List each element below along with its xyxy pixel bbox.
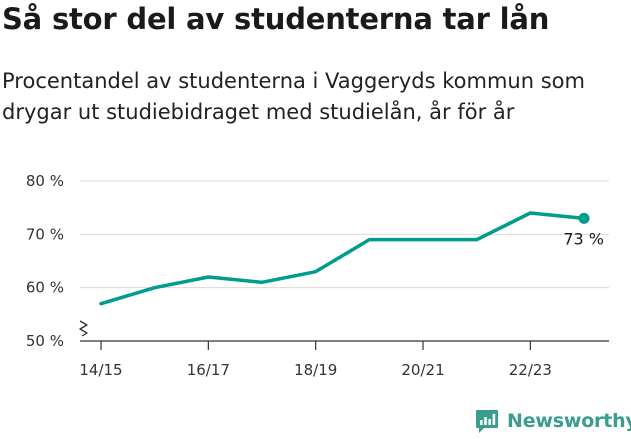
y-tick-label: 70 %	[26, 225, 64, 243]
y-tick-label: 50 %	[26, 332, 64, 350]
last-point-data-label: 73 %	[563, 229, 604, 248]
newsworthy-logo-icon	[476, 410, 498, 433]
series-line	[99, 211, 586, 306]
y-tick-label: 80 %	[26, 172, 64, 190]
y-gridlines	[80, 180, 609, 289]
y-tick-labels: 50 % 60 % 70 % 80 %	[26, 172, 64, 350]
axis-break-zigzag	[79, 320, 88, 337]
data-series	[99, 211, 590, 306]
chart-title: Så stor del av studenterna tar lån	[2, 2, 550, 36]
x-axis: 14/15 16/17 18/19 20/21 22/23	[79, 340, 609, 379]
last-data-point	[578, 212, 590, 224]
x-tick-label: 18/19	[294, 361, 337, 379]
x-tick-label: 16/17	[187, 361, 230, 379]
brand-logo: Newsworthy	[475, 408, 631, 434]
x-tick-label: 14/15	[79, 361, 122, 379]
y-tick-label: 60 %	[26, 279, 64, 297]
line-chart: 50 % 60 % 70 % 80 % 14/15 16/17 18/19 20/21 22/…	[26, 172, 609, 379]
x-tick-label: 20/21	[401, 361, 444, 379]
chart-subtitle: Procentandel av studenterna i Vaggeryds …	[2, 69, 585, 124]
brand-name: Newsworthy	[507, 410, 631, 432]
x-tick-label: 22/23	[509, 361, 552, 379]
axis-break-icon	[79, 320, 88, 337]
data-labels: 73 %	[563, 229, 604, 248]
